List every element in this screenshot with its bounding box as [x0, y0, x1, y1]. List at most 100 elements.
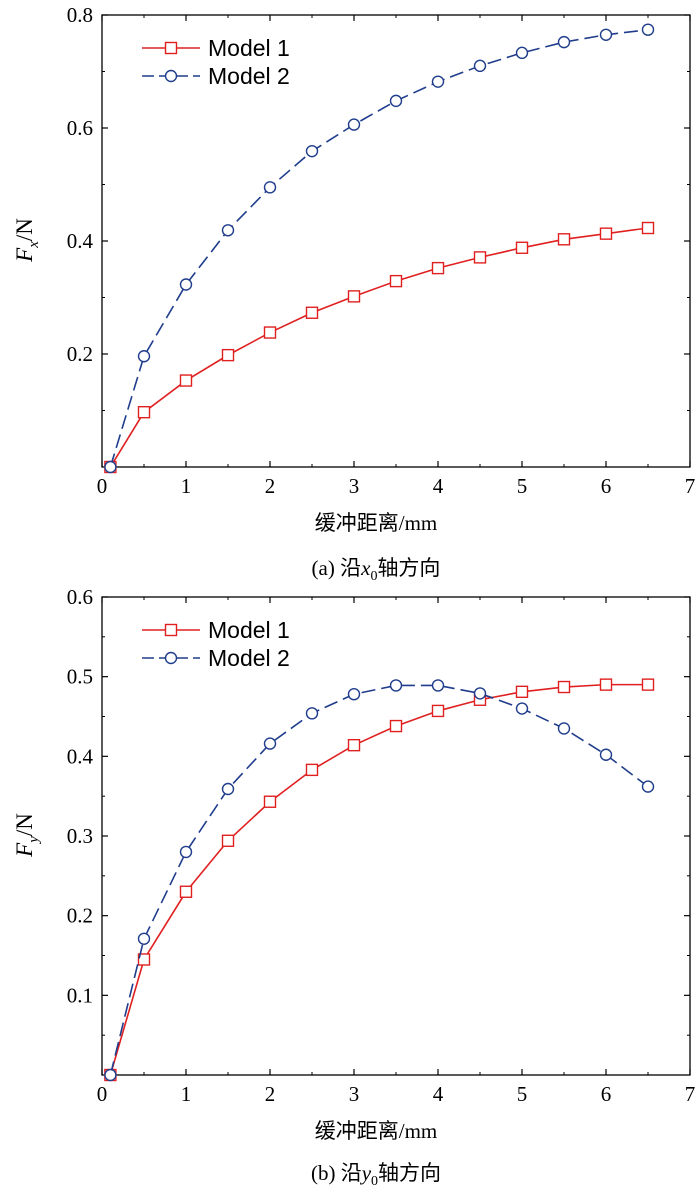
- legend-label: Model 2: [208, 63, 290, 89]
- data-point-square: [431, 704, 445, 718]
- y-tick-label: 0.4: [67, 229, 94, 253]
- data-point-square: [599, 227, 613, 240]
- figure-caption: (b) 沿y0轴方向: [311, 1161, 441, 1189]
- data-point-circle: [431, 75, 445, 88]
- data-point-square: [221, 348, 235, 362]
- data-point-circle: [347, 687, 361, 701]
- data-point-circle: [305, 707, 319, 720]
- data-point-square: [473, 251, 487, 264]
- y-axis-label-sub: x: [26, 241, 42, 249]
- data-point-circle: [221, 224, 235, 237]
- x-tick-label: 0: [97, 1082, 108, 1106]
- caption-prefix: (a) 沿: [312, 556, 362, 580]
- caption-sub: 0: [371, 1174, 378, 1189]
- data-point-circle: [389, 94, 403, 108]
- x-axis-label: 缓冲距离/mm: [315, 511, 438, 535]
- data-point-circle: [515, 702, 529, 715]
- data-point-circle: [599, 748, 613, 761]
- data-point-square: [137, 405, 151, 419]
- data-point-circle: [473, 687, 487, 700]
- series-line-model-2: [109, 684, 649, 1076]
- x-tick-label: 0: [97, 474, 108, 498]
- caption-var: x: [360, 556, 371, 580]
- y-axis-label-unit: /N: [12, 218, 37, 241]
- legend-label: Model 2: [208, 645, 290, 671]
- y-tick-label: 0.2: [67, 342, 93, 366]
- data-point-circle: [137, 932, 151, 945]
- y-axis-label: Fy/N: [12, 813, 42, 858]
- data-point-circle: [389, 679, 403, 692]
- x-tick-label: 4: [433, 1082, 444, 1106]
- caption-suffix: 轴方向: [378, 1161, 441, 1185]
- data-point-circle: [641, 23, 655, 36]
- y-axis-label: Fx/N: [12, 218, 42, 263]
- legend-marker-circle: [164, 69, 178, 83]
- data-point-circle: [263, 737, 277, 750]
- x-tick-label: 2: [265, 1082, 276, 1106]
- y-tick-label: 0.1: [67, 983, 93, 1007]
- data-point-square: [641, 221, 655, 235]
- data-point-circle: [557, 35, 571, 49]
- x-tick-label: 1: [181, 474, 192, 498]
- data-point-square: [389, 719, 403, 733]
- plot-frame: [101, 596, 691, 1076]
- data-point-circle: [179, 278, 193, 291]
- y-tick-label: 0.8: [67, 3, 93, 27]
- series-line-model-2: [109, 28, 649, 468]
- y-axis-label-unit: /N: [12, 813, 37, 836]
- caption-suffix: 轴方向: [377, 556, 440, 580]
- x-tick-label: 6: [601, 474, 612, 498]
- data-point-square: [263, 326, 277, 339]
- legend-label: Model 1: [208, 35, 290, 61]
- data-point-circle: [137, 350, 151, 363]
- data-point-square: [179, 885, 193, 898]
- data-point-circle: [104, 1068, 117, 1082]
- x-tick-label: 2: [265, 474, 276, 498]
- data-point-square: [179, 374, 193, 387]
- plot-frame: [101, 14, 691, 468]
- y-tick-label: 0.4: [67, 744, 94, 768]
- x-tick-label: 4: [433, 474, 444, 498]
- series-line-model-1: [109, 683, 648, 1076]
- data-point-square: [389, 274, 403, 288]
- x-tick-label: 7: [685, 1082, 696, 1106]
- data-point-square: [305, 763, 319, 777]
- data-point-square: [641, 678, 655, 691]
- x-tick-label: 3: [349, 474, 360, 498]
- x-axis-label: 缓冲距离/mm: [315, 1119, 438, 1143]
- data-point-square: [347, 290, 361, 303]
- y-tick-label: 0.5: [67, 665, 93, 689]
- data-point-circle: [641, 780, 655, 793]
- data-point-circle: [347, 118, 361, 131]
- x-tick-label: 5: [517, 474, 528, 498]
- y-tick-label: 0.3: [67, 824, 93, 848]
- figure-caption: (a) 沿x0轴方向: [312, 556, 441, 584]
- y-tick-label: 0.2: [67, 904, 93, 928]
- x-tick-label: 3: [349, 1082, 360, 1106]
- data-point-circle: [473, 59, 487, 73]
- data-point-square: [431, 261, 445, 275]
- data-point-circle: [599, 28, 613, 41]
- y-axis-label-main: F: [12, 247, 37, 263]
- data-point-square: [263, 795, 277, 808]
- series-line-model-1: [109, 227, 649, 468]
- data-point-circle: [515, 46, 529, 60]
- data-point-circle: [104, 460, 117, 474]
- x-tick-label: 1: [181, 1082, 192, 1106]
- caption-prefix: (b) 沿: [311, 1161, 362, 1185]
- x-tick-label: 7: [685, 474, 696, 498]
- x-tick-label: 6: [601, 1082, 612, 1106]
- legend-marker-square: [164, 41, 178, 55]
- data-point-square: [557, 233, 571, 246]
- data-point-square: [515, 241, 529, 254]
- y-axis-label-main: F: [12, 842, 37, 858]
- data-point-square: [347, 738, 361, 752]
- y-tick-label: 0.6: [67, 585, 93, 609]
- caption-sub: 0: [370, 569, 377, 584]
- data-point-circle: [431, 679, 445, 692]
- legend-marker-circle: [164, 651, 178, 665]
- x-tick-label: 5: [517, 1082, 528, 1106]
- y-tick-label: 0.6: [67, 116, 93, 140]
- data-point-circle: [305, 144, 319, 158]
